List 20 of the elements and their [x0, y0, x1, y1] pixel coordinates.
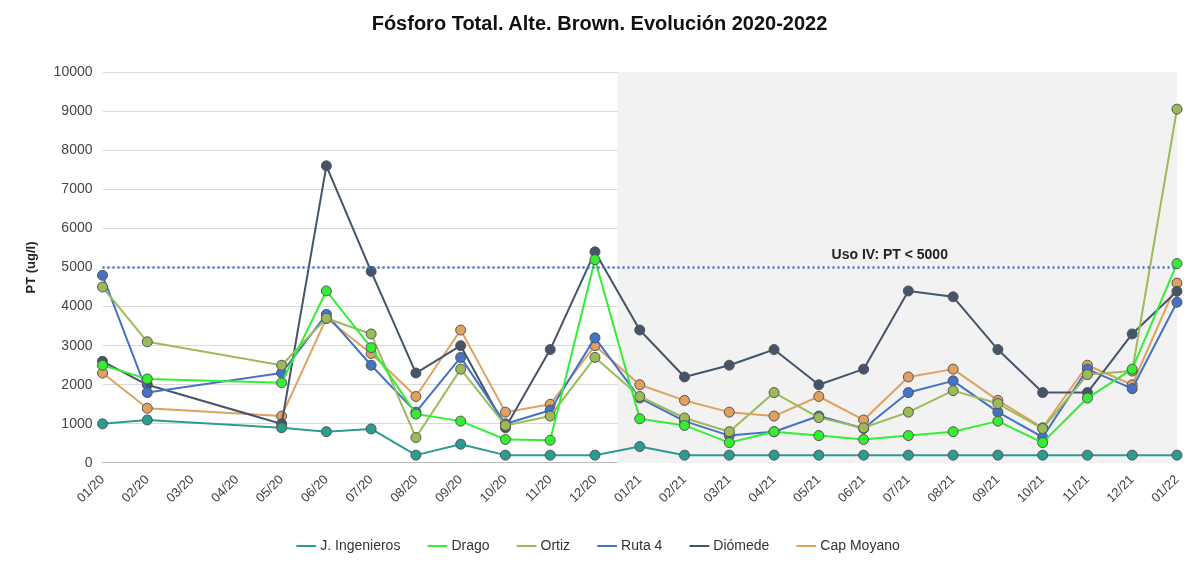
- legend-label: Ruta 4: [621, 536, 663, 553]
- y-tick-label: 9000: [61, 101, 93, 118]
- legend-label: J. Ingenieros: [320, 536, 401, 553]
- y-axis-title: PT (ug/l): [23, 241, 39, 294]
- y-tick-label: 3000: [61, 336, 93, 353]
- ref-line-label: Uso IV: PT < 5000: [831, 246, 949, 263]
- y-tick-label: 2000: [61, 375, 93, 392]
- legend-label: Diómede: [713, 536, 770, 553]
- y-tick-label: 0: [84, 453, 93, 470]
- y-tick-label: 1000: [61, 414, 93, 431]
- legend-label: Cap Moyano: [820, 536, 900, 553]
- y-tick-label: 10000: [53, 62, 93, 79]
- legend-label: Ortiz: [540, 536, 571, 553]
- legend-label: Drago: [451, 536, 490, 553]
- y-tick-label: 6000: [61, 219, 93, 236]
- chart-title: Fósforo Total. Alte. Brown. Evolución 2020-2022: [371, 11, 828, 34]
- y-tick-label: 8000: [61, 141, 93, 158]
- y-tick-label: 4000: [61, 297, 93, 314]
- y-tick-label: 7000: [61, 180, 93, 197]
- y-tick-label: 5000: [61, 258, 93, 275]
